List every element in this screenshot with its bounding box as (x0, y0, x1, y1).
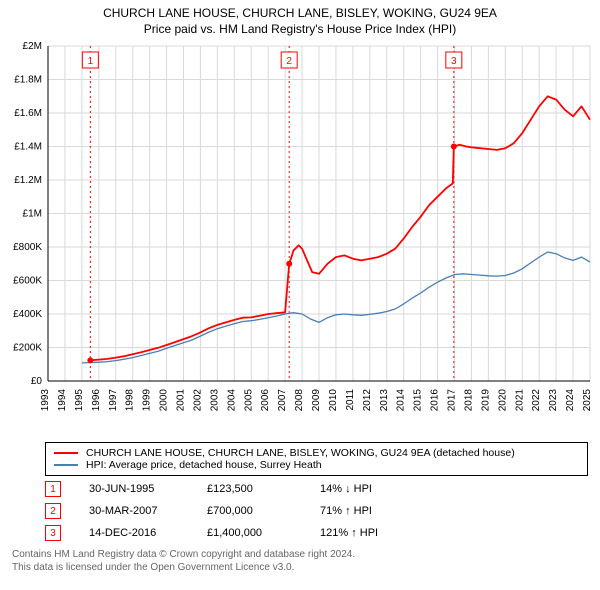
svg-text:2001: 2001 (176, 389, 187, 412)
chart-title-line2: Price paid vs. HM Land Registry's House … (0, 22, 600, 36)
transaction-delta: 121% ↑ HPI (320, 527, 410, 539)
svg-text:2008: 2008 (294, 389, 305, 412)
legend-swatch (54, 452, 78, 454)
legend-item: CHURCH LANE HOUSE, CHURCH LANE, BISLEY, … (54, 447, 579, 459)
svg-text:2019: 2019 (480, 389, 491, 412)
transaction-date: 30-JUN-1995 (89, 483, 179, 495)
chart-area: £0 £200K £400K £600K £800K £1M £1.2M £1.4M £1.6M… (0, 36, 600, 436)
transaction-marker: 1 (45, 481, 61, 497)
svg-text:£1M: £1M (23, 209, 42, 220)
svg-text:2012: 2012 (362, 389, 373, 412)
svg-text:2016: 2016 (430, 389, 441, 412)
transaction-delta: 71% ↑ HPI (320, 505, 410, 517)
svg-text:1998: 1998 (125, 389, 136, 412)
legend: CHURCH LANE HOUSE, CHURCH LANE, BISLEY, … (45, 442, 588, 476)
transaction-row: 1 30-JUN-1995 £123,500 14% ↓ HPI (45, 478, 588, 500)
svg-text:2005: 2005 (243, 389, 254, 412)
legend-label: HPI: Average price, detached house, Surr… (86, 459, 322, 471)
svg-text:2006: 2006 (260, 389, 271, 412)
transaction-date: 30-MAR-2007 (89, 505, 179, 517)
svg-text:2003: 2003 (209, 389, 220, 412)
svg-text:2013: 2013 (379, 389, 390, 412)
transaction-price: £123,500 (207, 483, 292, 495)
svg-text:£1.8M: £1.8M (14, 75, 42, 86)
transaction-price: £700,000 (207, 505, 292, 517)
svg-text:1993: 1993 (40, 389, 51, 412)
svg-text:1995: 1995 (74, 389, 85, 412)
svg-text:1: 1 (88, 56, 94, 67)
svg-text:1999: 1999 (142, 389, 153, 412)
svg-text:2000: 2000 (159, 389, 170, 412)
svg-text:£800K: £800K (13, 242, 42, 253)
svg-text:1997: 1997 (108, 389, 119, 412)
transaction-delta: 14% ↓ HPI (320, 483, 410, 495)
svg-text:1996: 1996 (91, 389, 102, 412)
svg-text:£600K: £600K (13, 276, 42, 287)
svg-text:1994: 1994 (57, 389, 68, 412)
svg-text:£400K: £400K (13, 309, 42, 320)
svg-text:2: 2 (286, 56, 292, 67)
transaction-marker: 3 (45, 525, 61, 541)
legend-swatch (54, 464, 78, 466)
svg-text:2010: 2010 (328, 389, 339, 412)
svg-text:£1.6M: £1.6M (14, 108, 42, 119)
transaction-table: 1 30-JUN-1995 £123,500 14% ↓ HPI 2 30-MAR-200… (45, 478, 588, 544)
line-chart: £0 £200K £400K £600K £800K £1M £1.2M £1.4M £1.6M… (0, 36, 600, 421)
svg-text:2015: 2015 (413, 389, 424, 412)
svg-text:2023: 2023 (548, 389, 559, 412)
svg-text:2009: 2009 (311, 389, 322, 412)
svg-text:2018: 2018 (463, 389, 474, 412)
svg-text:2014: 2014 (396, 389, 407, 412)
attribution-line2: This data is licensed under the Open Gov… (12, 561, 588, 574)
transaction-marker: 2 (45, 503, 61, 519)
svg-text:2002: 2002 (192, 389, 203, 412)
transaction-row: 3 14-DEC-2016 £1,400,000 121% ↑ HPI (45, 522, 588, 544)
attribution-line1: Contains HM Land Registry data © Crown c… (12, 548, 588, 561)
attribution-text: Contains HM Land Registry data © Crown c… (12, 548, 588, 574)
svg-text:2021: 2021 (514, 389, 525, 412)
svg-text:2011: 2011 (345, 389, 356, 411)
svg-text:2004: 2004 (226, 389, 237, 412)
svg-text:£2M: £2M (23, 41, 42, 52)
svg-text:2024: 2024 (565, 389, 576, 412)
svg-text:2007: 2007 (277, 389, 288, 412)
svg-text:2025: 2025 (582, 389, 593, 412)
svg-text:2022: 2022 (531, 389, 542, 412)
legend-item: HPI: Average price, detached house, Surr… (54, 459, 579, 471)
svg-text:2017: 2017 (447, 389, 458, 412)
legend-label: CHURCH LANE HOUSE, CHURCH LANE, BISLEY, … (86, 447, 515, 459)
svg-text:£1.4M: £1.4M (14, 142, 42, 153)
transaction-price: £1,400,000 (207, 527, 292, 539)
transaction-row: 2 30-MAR-2007 £700,000 71% ↑ HPI (45, 500, 588, 522)
svg-text:£1.2M: £1.2M (14, 175, 42, 186)
chart-title-line1: CHURCH LANE HOUSE, CHURCH LANE, BISLEY, … (0, 6, 600, 20)
svg-text:3: 3 (451, 56, 457, 67)
svg-text:£0: £0 (31, 376, 43, 387)
transaction-date: 14-DEC-2016 (89, 527, 179, 539)
svg-text:2020: 2020 (497, 389, 508, 412)
svg-text:£200K: £200K (13, 343, 42, 354)
